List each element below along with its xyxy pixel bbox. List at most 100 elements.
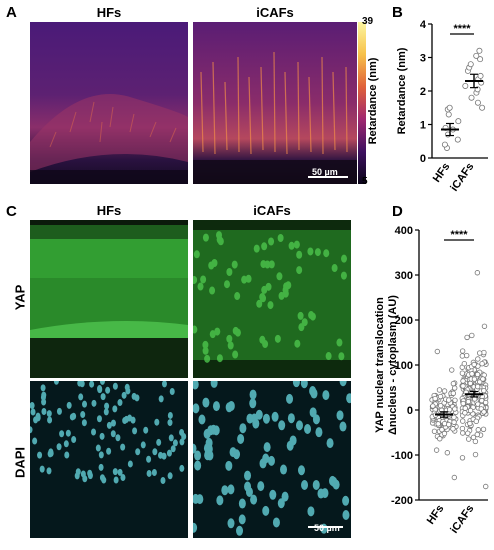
yap-image-hfs: [30, 220, 188, 378]
data-point-d-icafs-192: [471, 376, 478, 382]
data-point-b-icafs-12: [477, 56, 484, 63]
data-point-d-icafs-218: [474, 371, 481, 378]
data-point-d-hfs-99: [432, 395, 438, 402]
data-point-d-icafs-187: [476, 350, 483, 356]
retardance-colorbar: [358, 22, 366, 184]
data-point-b-hfs-9: [446, 104, 453, 111]
data-point-d-hfs-30: [436, 387, 443, 393]
data-point-d-hfs-8: [441, 388, 448, 394]
yap-image-hfs-svg: [30, 220, 188, 378]
y-tick-label-d-4: 200: [395, 315, 413, 327]
y-tick-label-b-1: 1: [420, 120, 426, 132]
dapi-image-hfs-svg: [30, 381, 188, 538]
data-point-b-icafs-0: [479, 104, 486, 111]
data-point-d-icafs-109: [475, 427, 481, 433]
data-point-d-hfs-121: [434, 348, 441, 355]
panel-a-title-icafs: iCAFs: [256, 5, 294, 20]
y-tick-label-d-6: 400: [395, 225, 413, 237]
data-point-d-icafs-212: [481, 387, 487, 394]
y-axis-label-d-0: YAP nuclear translocation: [375, 297, 386, 433]
data-point-d-icafs-95: [459, 370, 466, 376]
data-point-d-icafs-0: [465, 436, 472, 442]
data-point-d-icafs-216: [471, 361, 477, 368]
data-point-b-hfs-2: [454, 136, 461, 143]
scalebar-line-a: [308, 176, 348, 178]
data-point-d-icafs-188: [469, 371, 475, 377]
row-label-yap: YAP: [12, 284, 28, 311]
data-point-d-icafs-163: [467, 380, 474, 387]
chart-d: -200 -100 0 100 200 300 400 YAP nuclear translo…: [375, 225, 489, 536]
data-point-d-icafs-121: [472, 438, 479, 445]
panel-letter-d: D: [392, 203, 403, 220]
data-point-d-hfs-86: [450, 426, 456, 432]
data-point-d-icafs-201: [465, 430, 471, 436]
data-point-b-hfs-6: [455, 118, 462, 125]
data-point-d-hfs-52: [451, 414, 457, 421]
data-point-d-icafs-102: [469, 332, 475, 339]
dapi-image-hfs: [30, 381, 188, 538]
data-point-d-icafs-198: [460, 430, 466, 436]
data-point-d-icafs-116: [460, 378, 466, 384]
data-point-d-icafs-195: [473, 418, 479, 425]
data-point-d-hfs-92: [437, 436, 443, 442]
panel-letter-b: B: [392, 4, 403, 21]
retardance-image-icafs-svg: [193, 22, 357, 184]
data-point-d-icafs-177: [481, 323, 488, 329]
colorbar-max: 39: [362, 16, 374, 27]
yap-image-icafs: [193, 220, 351, 378]
data-point-d-icafs-206: [460, 400, 466, 407]
data-point-d-icafs-173: [479, 360, 485, 367]
data-point-b-icafs-11: [467, 61, 474, 68]
data-point-d-icafs-207: [474, 383, 481, 390]
yap-image-icafs-svg: [193, 220, 351, 378]
data-point-d-hfs-81: [435, 421, 441, 427]
dapi-image-icafs-svg: [193, 381, 351, 538]
data-point-b-icafs-13: [473, 52, 480, 59]
y-tick-label-d-2: 0: [407, 405, 413, 417]
y-tick-label-b-4: 4: [420, 20, 427, 31]
data-point-d-icafs-196: [462, 405, 468, 411]
data-point-d-hfs-108: [430, 403, 436, 409]
data-point-d-icafs-144: [461, 360, 468, 367]
data-point-d-hfs-107: [446, 397, 452, 403]
colorbar-min: 5: [362, 176, 368, 187]
panel-letter-a: A: [6, 4, 17, 21]
y-axis-label-d-1: Δnucleus - cytoplasm (AU): [387, 295, 399, 435]
retardance-image-hfs-svg: [30, 22, 188, 184]
data-point-b-icafs-14: [476, 47, 483, 54]
data-point-d-hfs-47: [441, 430, 448, 437]
significance-label-b: ****: [453, 23, 471, 35]
data-point-d-icafs-219: [462, 410, 468, 416]
data-point-d-hfs-35: [444, 450, 451, 456]
data-point-d-hfs-111: [450, 390, 457, 396]
data-point-d-icafs-104: [459, 425, 466, 432]
y-tick-label-b-3: 3: [420, 53, 426, 65]
data-point-d-hfs-57: [433, 447, 440, 453]
retardance-image-icafs: [193, 22, 357, 184]
panel-c-title-hfs: HFs: [96, 203, 122, 218]
data-point-d-icafs-217: [465, 398, 472, 405]
data-point-d-icafs-209: [467, 420, 473, 427]
data-point-d-icafs-215: [464, 334, 470, 341]
data-point-d-hfs-65: [431, 428, 438, 435]
data-point-d-icafs-94: [459, 348, 466, 354]
data-point-b-hfs-7: [445, 111, 452, 118]
data-point-d-icafs-194: [474, 431, 480, 438]
y-tick-label-b-2: 2: [420, 86, 426, 98]
dapi-image-icafs: [193, 381, 351, 538]
y-tick-label-d-5: 300: [395, 270, 413, 282]
data-point-d-hfs-110: [452, 406, 458, 412]
data-point-d-hfs-105: [446, 406, 453, 413]
significance-label-d: ****: [450, 229, 468, 241]
data-point-b-icafs-8: [477, 72, 484, 79]
data-point-d-icafs-136: [467, 407, 474, 414]
data-point-d-icafs-197: [480, 376, 486, 382]
x-tick-label-d-0: HFs: [425, 503, 447, 527]
data-point-b-hfs-1: [441, 141, 448, 148]
colorbar-label: Retardance (nm): [367, 57, 379, 145]
data-point-d-hfs-120: [451, 474, 458, 481]
data-point-d-hfs-119: [437, 393, 444, 400]
y-axis-label-b: Retardance (nm): [396, 47, 408, 134]
panel-c-title-icafs: iCAFs: [253, 203, 291, 218]
